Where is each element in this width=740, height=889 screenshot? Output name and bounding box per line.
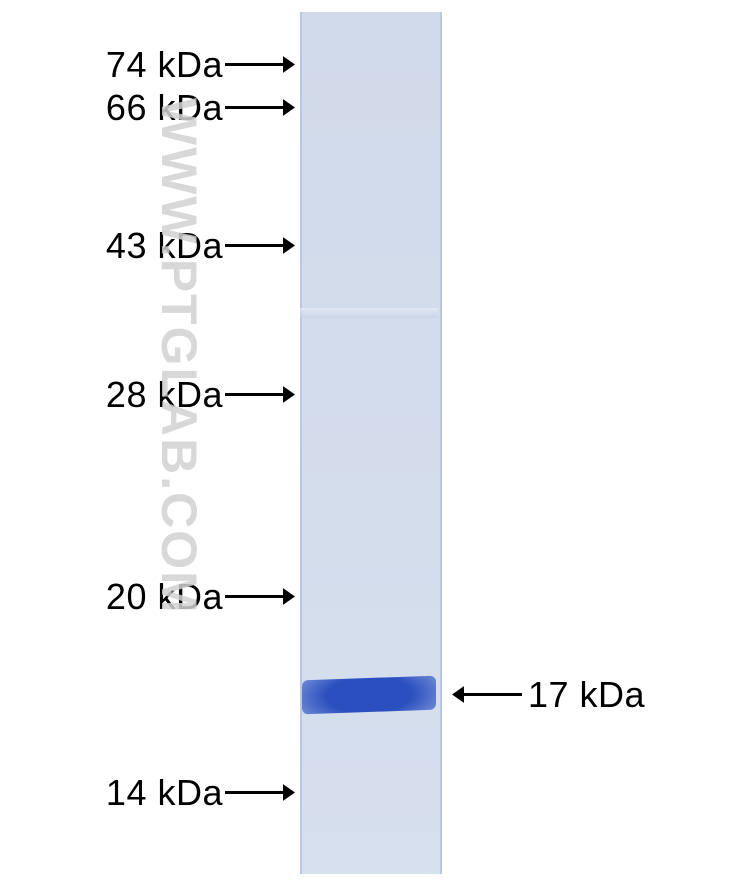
ladder-marker-label: 20 kDa — [106, 576, 223, 618]
arrow-right-icon — [225, 94, 295, 121]
arrow-right-icon — [225, 779, 295, 806]
watermark-text: WWW.PTGLAB.COM — [150, 98, 208, 615]
gel-figure: 74 kDa66 kDa 43 kDa 28 kDa 20 kDa 14 kDa 17 k… — [0, 0, 740, 889]
faint-band-artifact — [300, 308, 438, 318]
band-size-label: 17 kDa — [528, 674, 645, 716]
arrow-right-icon — [225, 232, 295, 259]
ladder-marker-label: 66 kDa — [106, 87, 223, 129]
gel-lane — [300, 12, 442, 874]
ladder-marker: 74 kDa — [106, 43, 295, 86]
ladder-marker-label: 14 kDa — [106, 772, 223, 814]
arrow-right-icon — [225, 51, 295, 78]
arrow-right-icon — [225, 583, 295, 610]
band-size-marker: 17 kDa — [452, 673, 645, 716]
ladder-marker: 20 kDa — [106, 575, 295, 618]
ladder-marker: 43 kDa — [106, 224, 295, 267]
protein-band-17kda — [302, 676, 436, 715]
ladder-marker-label: 74 kDa — [106, 44, 223, 86]
ladder-marker: 66 kDa — [106, 86, 295, 129]
ladder-marker-label: 28 kDa — [106, 374, 223, 416]
ladder-marker: 28 kDa — [106, 373, 295, 416]
ladder-marker-label: 43 kDa — [106, 225, 223, 267]
arrow-right-icon — [225, 381, 295, 408]
arrow-left-icon — [452, 681, 522, 708]
ladder-marker: 14 kDa — [106, 771, 295, 814]
